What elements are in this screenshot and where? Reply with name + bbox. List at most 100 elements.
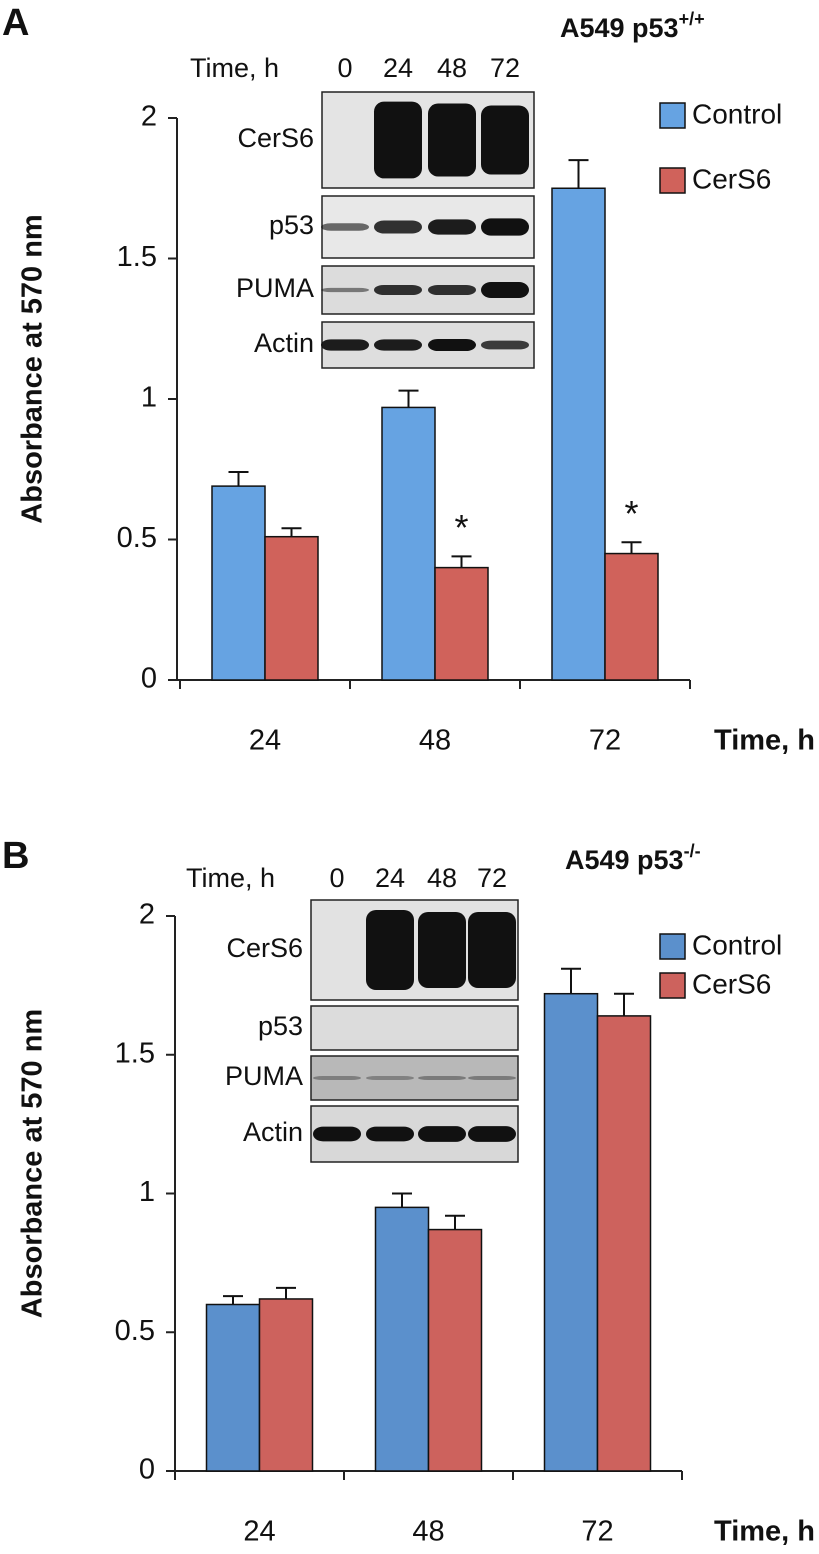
- chart-title: A549 p53+/+: [560, 9, 705, 43]
- x-tick-label: 24: [243, 1516, 275, 1548]
- y-tick-label: 2: [139, 899, 155, 931]
- blot-band: [418, 912, 466, 988]
- blot-band: [313, 1076, 361, 1080]
- blot-band: [468, 912, 516, 988]
- bar: [381, 406, 436, 681]
- blot-header: Time, h: [190, 53, 279, 83]
- blot-band: [428, 219, 476, 235]
- blot-row-label: p53: [269, 210, 314, 240]
- blot-band: [321, 223, 369, 231]
- blot-band: [374, 220, 422, 234]
- bar: [264, 535, 319, 681]
- blot-band: [418, 1076, 466, 1080]
- panel-label: B: [2, 835, 29, 877]
- blot-row-label: CerS6: [226, 933, 303, 963]
- legend-label: CerS6: [692, 968, 771, 999]
- blot-band: [428, 338, 476, 352]
- blot-lane: 24: [383, 53, 413, 83]
- x-axis-label: Time, h: [714, 725, 815, 757]
- blot-band: [374, 339, 422, 351]
- panel-label: A: [2, 2, 29, 44]
- x-tick-label: 24: [249, 725, 281, 757]
- x-tick-label: 72: [589, 725, 621, 757]
- blot-band: [428, 103, 476, 177]
- y-axis-label: Absorbance at 570 nm: [17, 1009, 49, 1318]
- blot-row-label: Actin: [254, 328, 314, 358]
- blot-row-label: CerS6: [237, 123, 314, 153]
- error-bar: [276, 1286, 296, 1299]
- blot-lane: 0: [337, 53, 352, 83]
- error-bar: [561, 967, 581, 994]
- y-tick-label: 0.5: [115, 1315, 155, 1347]
- blot-band: [321, 339, 369, 351]
- bar: [551, 187, 606, 681]
- blot-band: [481, 218, 529, 236]
- blot-band: [313, 1126, 361, 1142]
- bar: [596, 1015, 652, 1472]
- bar: [543, 992, 599, 1472]
- y-tick-label: 1.5: [115, 1037, 155, 1069]
- legend-label: Control: [692, 929, 782, 960]
- error-bar: [614, 992, 634, 1016]
- blot-band: [366, 1126, 414, 1142]
- blot-band: [366, 910, 414, 990]
- blot-header: Time, h: [186, 863, 275, 893]
- title-main: A549 p53: [565, 845, 684, 875]
- blot-row-label: p53: [258, 1011, 303, 1041]
- annotation: *: [454, 507, 468, 548]
- blot-box: [310, 1055, 519, 1101]
- title-superscript: +/+: [679, 9, 705, 29]
- error-bar: [281, 527, 302, 537]
- title-main: A549 p53: [560, 13, 679, 43]
- bar: [604, 552, 659, 681]
- bar: [374, 1206, 430, 1472]
- x-tick-label: 72: [581, 1516, 613, 1548]
- error-bar: [228, 471, 249, 487]
- y-tick-label: 0: [141, 663, 157, 695]
- blot-band: [481, 105, 529, 175]
- x-tick-label: 48: [419, 725, 451, 757]
- blot-band: [321, 287, 369, 293]
- blot-lane: 48: [437, 53, 467, 83]
- y-tick-label: 1: [141, 382, 157, 414]
- annotation: *: [624, 493, 638, 534]
- legend-swatch: [659, 972, 686, 999]
- error-bar: [568, 159, 589, 189]
- y-tick-label: 1: [139, 1176, 155, 1208]
- blot-band: [481, 340, 529, 350]
- bar: [205, 1303, 261, 1472]
- blot-band: [374, 284, 422, 296]
- bar: [427, 1228, 483, 1472]
- legend-swatch: [659, 167, 686, 194]
- blot-lane: 0: [329, 863, 344, 893]
- y-tick-label: 1.5: [117, 241, 157, 273]
- blot-lane: 72: [490, 53, 520, 83]
- error-bar: [223, 1295, 243, 1305]
- error-bar: [392, 1192, 412, 1208]
- legend-label: CerS6: [692, 163, 771, 194]
- blot-row-label: Actin: [243, 1117, 303, 1147]
- y-tick-label: 0.5: [117, 522, 157, 554]
- x-tick-label: 48: [412, 1516, 444, 1548]
- error-bar: [445, 1214, 465, 1230]
- bar: [211, 485, 266, 681]
- error-bar: [621, 541, 642, 554]
- legend-label: Control: [692, 98, 782, 129]
- blot-band: [481, 282, 529, 298]
- blot-band: [428, 284, 476, 296]
- y-axis-label: Absorbance at 570 nm: [17, 214, 49, 523]
- blot-box: [310, 1005, 519, 1051]
- blot-band: [366, 1076, 414, 1080]
- blot-lane: 48: [427, 863, 457, 893]
- chart-title: A549 p53-/-: [565, 841, 701, 875]
- y-tick-label: 0: [139, 1454, 155, 1486]
- blot-row-label: PUMA: [236, 273, 314, 303]
- legend-swatch: [659, 933, 686, 960]
- legend-swatch: [659, 102, 686, 129]
- y-tick-label: 2: [141, 101, 157, 133]
- blot-lane: 72: [477, 863, 507, 893]
- bar: [434, 566, 489, 681]
- blot-band: [374, 101, 422, 179]
- bar: [258, 1298, 314, 1472]
